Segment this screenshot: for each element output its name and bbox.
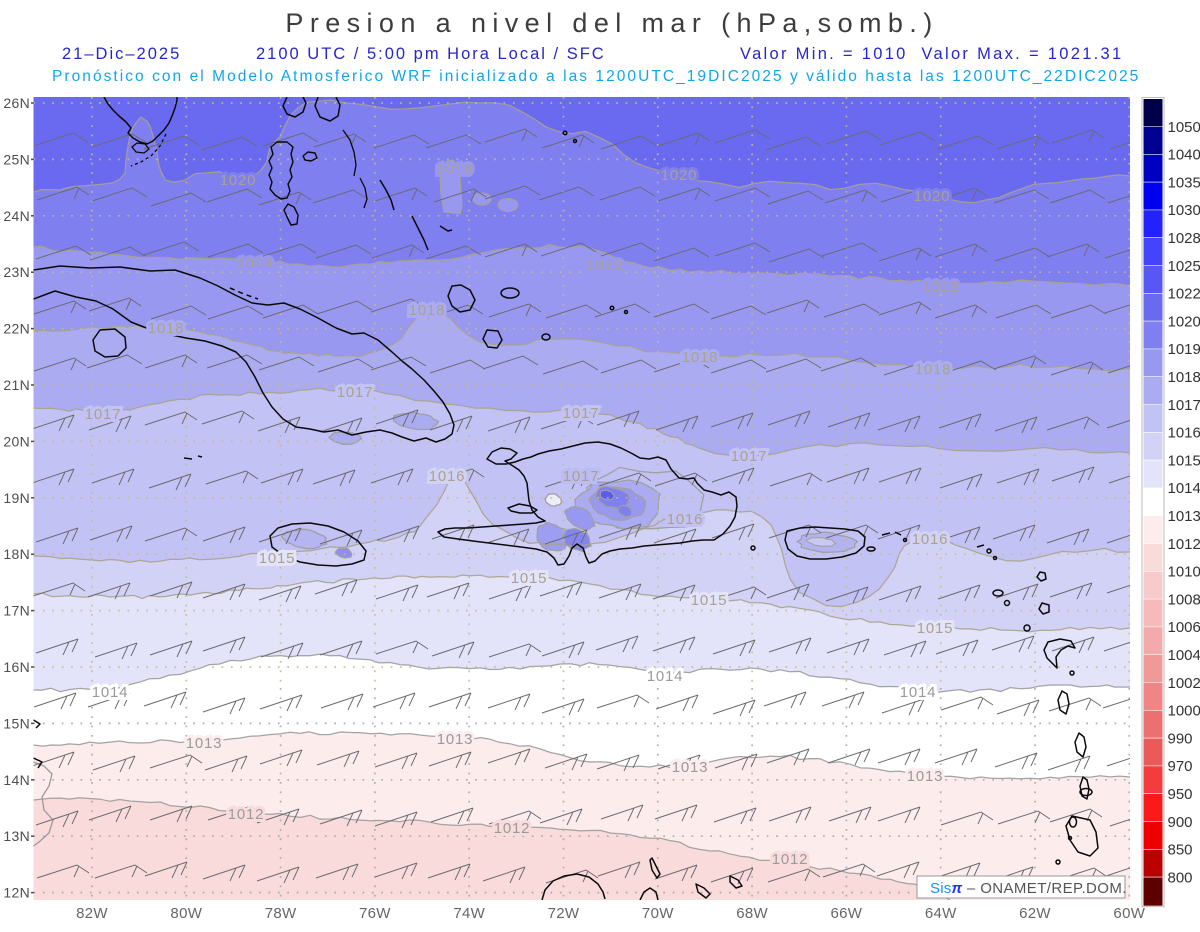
svg-text:1012: 1012 (228, 806, 265, 823)
svg-text:1012: 1012 (1168, 536, 1200, 553)
svg-text:990: 990 (1168, 730, 1193, 747)
svg-text:1006: 1006 (1168, 619, 1200, 636)
svg-text:1016: 1016 (1168, 425, 1200, 442)
svg-text:66W: 66W (831, 905, 863, 922)
svg-text:82W: 82W (76, 905, 108, 922)
svg-text:1015: 1015 (1168, 452, 1200, 469)
svg-text:1020: 1020 (661, 167, 698, 184)
svg-text:12N: 12N (3, 885, 30, 901)
svg-text:60W: 60W (1113, 905, 1145, 922)
svg-text:1020: 1020 (1168, 313, 1200, 330)
svg-text:76W: 76W (359, 905, 391, 922)
svg-text:1020: 1020 (220, 172, 257, 189)
svg-text:1015: 1015 (917, 620, 954, 637)
svg-text:1018: 1018 (915, 361, 952, 378)
svg-text:14N: 14N (3, 772, 30, 788)
svg-text:15N: 15N (3, 715, 30, 731)
svg-text:1008: 1008 (1168, 591, 1200, 608)
svg-text:1020: 1020 (914, 188, 951, 205)
svg-text:1004: 1004 (1168, 647, 1200, 664)
svg-text:1025: 1025 (1168, 258, 1200, 275)
svg-text:Valor Min. = 1010 Valor Max.: Valor Min. = 1010 Valor Max. = 1021.31 (740, 45, 1124, 63)
svg-text:1050: 1050 (1168, 119, 1200, 136)
svg-text:1013: 1013 (907, 768, 944, 785)
svg-text:1022: 1022 (1168, 286, 1200, 303)
svg-text:1019: 1019 (923, 278, 960, 295)
svg-text:1013: 1013 (186, 735, 223, 752)
svg-text:1016: 1016 (912, 531, 949, 548)
svg-text:23N: 23N (3, 264, 30, 280)
svg-text:72W: 72W (548, 905, 580, 922)
svg-text:24N: 24N (3, 208, 30, 224)
svg-text:1012: 1012 (494, 820, 531, 837)
svg-text:1015: 1015 (259, 550, 296, 567)
svg-text:1019: 1019 (437, 161, 474, 178)
svg-text:1014: 1014 (92, 684, 129, 701)
svg-text:1017: 1017 (563, 468, 600, 485)
svg-text:1002: 1002 (1168, 675, 1200, 692)
svg-text:Presion a nivel del mar (hPa,s: Presion a nivel del mar (hPa,somb.) (285, 8, 938, 38)
svg-text:19N: 19N (3, 490, 30, 506)
svg-text:1018: 1018 (682, 349, 719, 366)
svg-text:Sisπ – ONAMET/REP.DOM.: Sisπ – ONAMET/REP.DOM. (930, 880, 1127, 897)
svg-text:78W: 78W (265, 905, 297, 922)
svg-text:1013: 1013 (437, 731, 474, 748)
svg-text:21N: 21N (3, 377, 30, 393)
svg-text:64W: 64W (925, 905, 957, 922)
svg-text:26N: 26N (3, 95, 30, 111)
svg-text:1014: 1014 (647, 668, 684, 685)
svg-text:800: 800 (1168, 869, 1193, 886)
svg-text:1010: 1010 (1168, 564, 1200, 581)
svg-text:18N: 18N (3, 546, 30, 562)
svg-text:13N: 13N (3, 828, 30, 844)
svg-text:1018: 1018 (1168, 369, 1200, 386)
svg-text:25N: 25N (3, 151, 30, 167)
svg-text:1017: 1017 (563, 405, 600, 422)
svg-text:1017: 1017 (1168, 397, 1200, 414)
svg-text:1000: 1000 (1168, 703, 1200, 720)
svg-text:16N: 16N (3, 659, 30, 675)
svg-text:1040: 1040 (1168, 147, 1200, 164)
svg-text:1016: 1016 (667, 511, 704, 528)
svg-text:970: 970 (1168, 758, 1193, 775)
svg-text:1028: 1028 (1168, 230, 1200, 247)
svg-text:950: 950 (1168, 786, 1193, 803)
svg-text:1013: 1013 (1168, 508, 1200, 525)
svg-text:22N: 22N (3, 321, 30, 337)
svg-text:1012: 1012 (772, 851, 809, 868)
svg-text:1018: 1018 (409, 302, 446, 319)
svg-text:1019: 1019 (237, 255, 274, 272)
svg-text:68W: 68W (736, 905, 768, 922)
svg-text:1015: 1015 (691, 592, 728, 609)
svg-text:80W: 80W (170, 905, 202, 922)
svg-text:1018: 1018 (148, 320, 185, 337)
svg-text:1035: 1035 (1168, 174, 1200, 191)
svg-text:Pronóstico con el Modelo Atmos: Pronóstico con el Modelo Atmosferico WRF… (52, 68, 1140, 85)
svg-text:1030: 1030 (1168, 202, 1200, 219)
svg-text:1019: 1019 (587, 257, 624, 274)
svg-text:1016: 1016 (429, 468, 466, 485)
svg-text:20N: 20N (3, 433, 30, 449)
svg-text:62W: 62W (1019, 905, 1051, 922)
svg-text:74W: 74W (453, 905, 485, 922)
svg-text:1019: 1019 (1168, 341, 1200, 358)
svg-text:850: 850 (1168, 842, 1193, 859)
svg-text:70W: 70W (642, 905, 674, 922)
svg-text:17N: 17N (3, 603, 30, 619)
svg-text:900: 900 (1168, 814, 1193, 831)
svg-text:1017: 1017 (731, 448, 768, 465)
svg-text:2100 UTC / 5:00 pm Hora Local: 2100 UTC / 5:00 pm Hora Local / SFC (256, 45, 606, 63)
svg-text:21–Dic–2025: 21–Dic–2025 (62, 45, 181, 63)
svg-text:1015: 1015 (511, 570, 548, 587)
svg-text:1017: 1017 (85, 406, 122, 423)
svg-text:1014: 1014 (1168, 480, 1200, 497)
svg-text:1017: 1017 (337, 384, 374, 401)
svg-text:1014: 1014 (900, 684, 937, 701)
svg-text:1013: 1013 (672, 759, 709, 776)
